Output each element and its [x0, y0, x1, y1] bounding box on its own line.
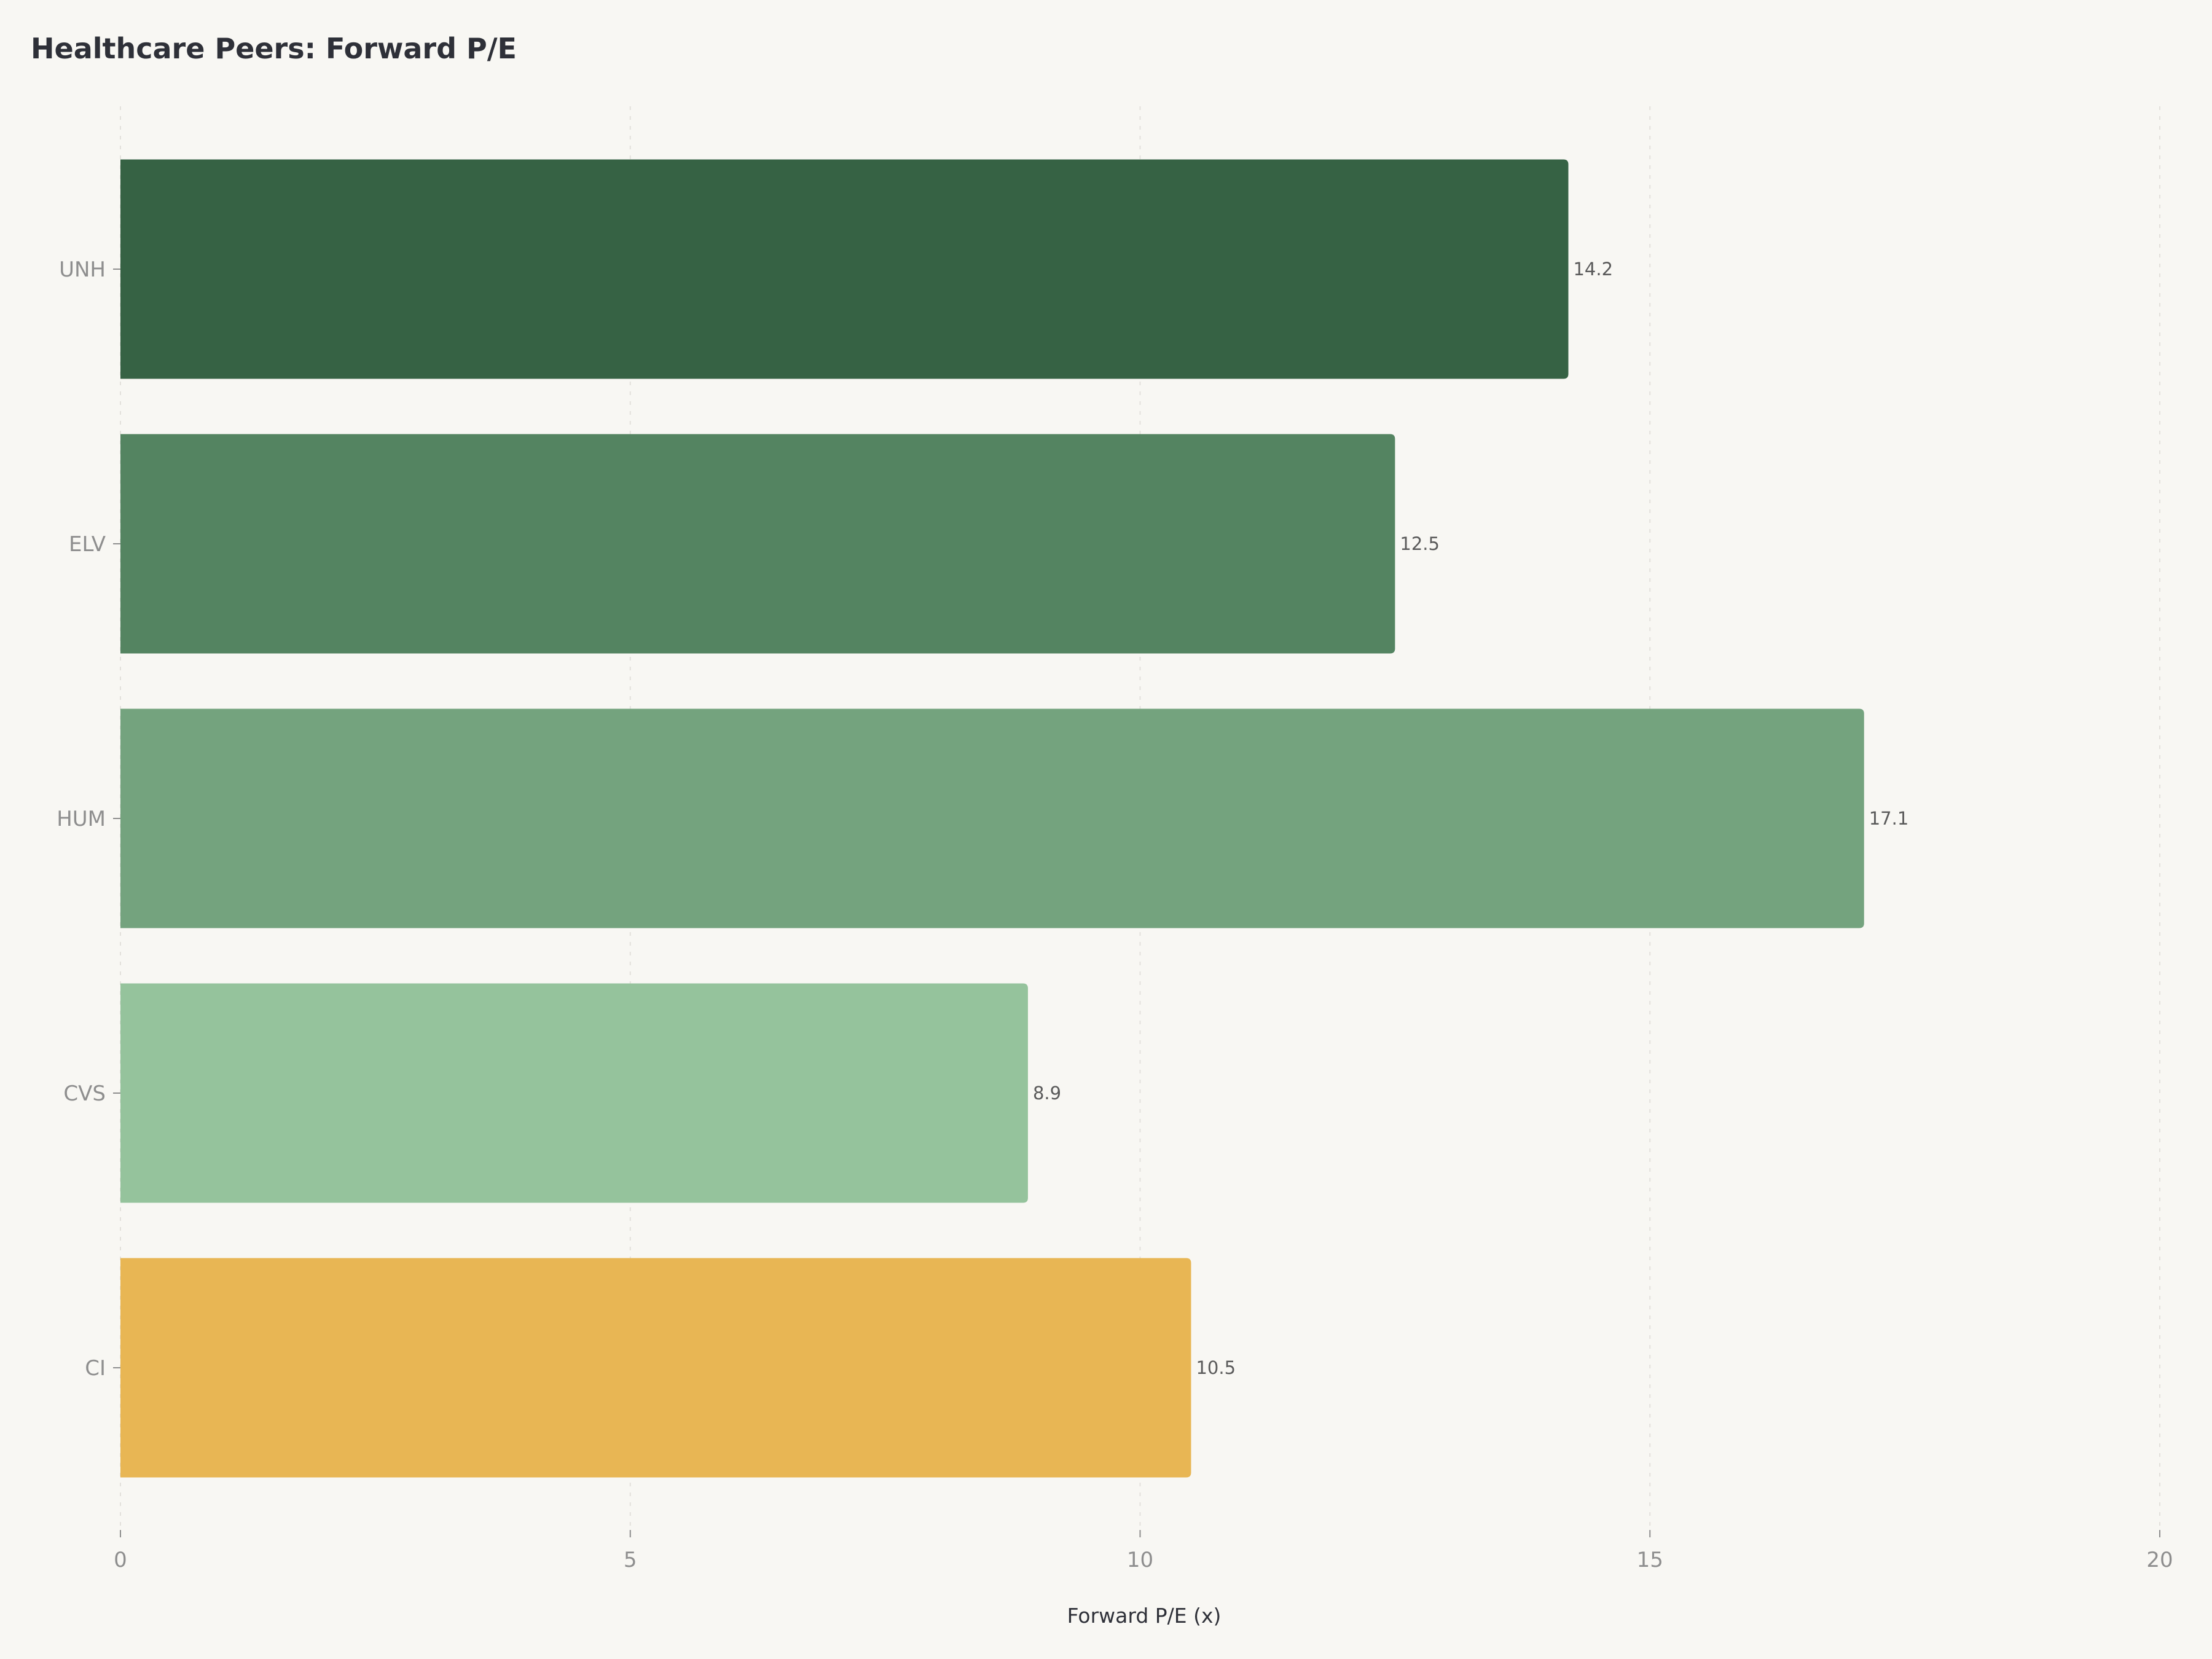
y-tick-label: CVS	[63, 1081, 106, 1106]
x-tick-label: 10	[1127, 1548, 1153, 1572]
x-axis: 0 5 10 15 20	[114, 1530, 2173, 1572]
value-label: 12.5	[1400, 533, 1440, 554]
bar-elv	[120, 434, 1395, 654]
x-axis-label: Forward P/E (x)	[1067, 1604, 1222, 1628]
x-tick-label: 20	[2146, 1548, 2173, 1572]
chart-title: Healthcare Peers: Forward P/E	[31, 32, 517, 65]
bars: 14.2 12.5 17.1 8.9 10.5	[120, 159, 1909, 1478]
bar-hum	[120, 708, 1864, 928]
value-label: 14.2	[1573, 259, 1613, 280]
y-tick-label: HUM	[57, 807, 106, 831]
y-axis: UNH ELV HUM CVS CI	[57, 257, 120, 1381]
value-label: 17.1	[1869, 808, 1909, 829]
bar-cvs	[120, 983, 1028, 1203]
x-tick-label: 0	[114, 1548, 127, 1572]
y-tick-label: ELV	[69, 532, 106, 557]
value-label: 8.9	[1033, 1083, 1061, 1104]
x-tick-label: 5	[624, 1548, 637, 1572]
y-tick-label: UNH	[59, 257, 106, 282]
y-tick-label: CI	[85, 1356, 106, 1381]
x-tick-label: 15	[1637, 1548, 1663, 1572]
bar-unh	[120, 159, 1569, 379]
bar-ci	[120, 1258, 1191, 1478]
value-label: 10.5	[1196, 1357, 1236, 1378]
